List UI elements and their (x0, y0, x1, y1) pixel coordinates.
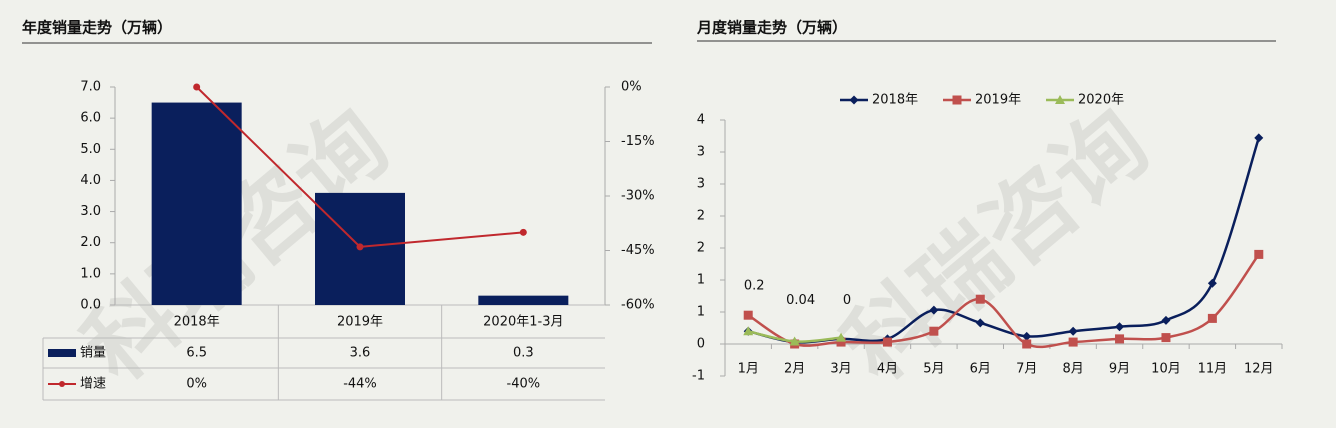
legend-key (59, 381, 65, 387)
x-tick-label: 12月 (1244, 362, 1274, 377)
y-tick-label: 1.0 (80, 266, 101, 281)
point (1161, 315, 1171, 325)
y-tick-label: 5.0 (80, 142, 101, 157)
table-value: 0.3 (513, 346, 534, 361)
legend-key (48, 349, 76, 357)
point (975, 294, 985, 304)
bar (478, 295, 569, 305)
watermark: 科瑞咨询 (825, 90, 1168, 402)
x-tick-label: 2019年 (337, 315, 383, 330)
legend-label: 2019年 (975, 93, 1021, 108)
y-tick-label: 3 (697, 145, 705, 160)
point (789, 336, 800, 346)
point (519, 228, 527, 236)
x-tick-label: 3月 (830, 362, 851, 377)
y-tick-label: 2 (697, 241, 705, 256)
point (975, 318, 985, 328)
y-tick-label: 7.0 (80, 80, 101, 95)
table-value: -44% (343, 377, 377, 392)
point (849, 95, 859, 105)
x-tick-label: 1月 (738, 362, 759, 377)
x-tick-label: 4月 (877, 362, 898, 377)
legend-label: 销量 (80, 346, 106, 361)
x-tick-label: 7月 (1016, 362, 1037, 377)
y-tick-label: 1 (697, 273, 705, 288)
data-label: 0 (843, 293, 851, 308)
y2-tick-label: -60% (621, 298, 655, 313)
point (1115, 334, 1125, 344)
legend-label: 2018年 (872, 93, 918, 108)
y-tick-label: -1 (692, 369, 705, 384)
y-tick-label: 0.0 (80, 298, 101, 313)
x-tick-label: 10月 (1151, 362, 1181, 377)
y-tick-label: 4.0 (80, 173, 101, 188)
x-tick-label: 8月 (1062, 362, 1083, 377)
point (1254, 133, 1264, 143)
x-tick-label: 2018年 (174, 315, 220, 330)
point (1055, 95, 1065, 104)
point (193, 83, 201, 91)
point (1068, 326, 1078, 336)
point (1254, 249, 1264, 259)
y2-tick-label: 0% (621, 80, 642, 95)
table-value: -40% (507, 377, 541, 392)
y-tick-label: 3 (697, 177, 705, 192)
table-value: 6.5 (186, 346, 207, 361)
point (929, 305, 939, 315)
y-tick-label: 2 (697, 209, 705, 224)
point (882, 337, 892, 347)
y-tick-label: 3.0 (80, 204, 101, 219)
point (929, 326, 939, 336)
y2-tick-label: -45% (621, 243, 655, 258)
x-tick-label: 9月 (1109, 362, 1130, 377)
y2-tick-label: -15% (621, 134, 655, 149)
table-value: 3.6 (350, 346, 371, 361)
x-tick-label: 2月 (784, 362, 805, 377)
point (743, 326, 754, 336)
y-tick-label: 4 (697, 113, 705, 128)
point (1068, 337, 1078, 347)
data-label: 0.2 (744, 279, 765, 294)
point (1022, 331, 1032, 341)
point (1207, 278, 1217, 288)
y-tick-label: 2.0 (80, 235, 101, 250)
point (1022, 339, 1032, 349)
x-tick-label: 2020年1-3月 (483, 315, 563, 330)
table-value: 0% (186, 377, 207, 392)
data-label: 0.04 (786, 293, 815, 308)
y2-tick-label: -30% (621, 189, 655, 204)
x-tick-label: 11月 (1198, 362, 1228, 377)
y-tick-label: 1 (697, 305, 705, 320)
point (836, 337, 846, 347)
x-tick-label: 6月 (970, 362, 991, 377)
point (1115, 322, 1125, 332)
x-tick-label: 5月 (923, 362, 944, 377)
point (356, 243, 364, 251)
point (952, 95, 962, 105)
point (1207, 313, 1217, 323)
y-tick-label: 6.0 (80, 111, 101, 126)
point (743, 310, 753, 320)
y-tick-label: 0 (697, 337, 705, 352)
point (836, 332, 847, 342)
chart-title: 年度销量走势（万辆） (22, 19, 172, 37)
legend-label: 2020年 (1078, 93, 1124, 108)
bar (151, 102, 242, 305)
point (1161, 333, 1171, 343)
chart-title: 月度销量走势（万辆） (696, 19, 847, 37)
legend-label: 增速 (80, 377, 106, 392)
